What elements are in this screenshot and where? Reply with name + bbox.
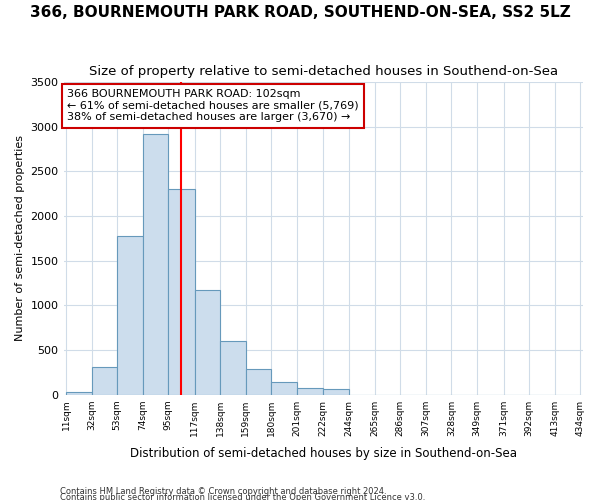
- Bar: [323, 390, 349, 394]
- Bar: [246, 368, 271, 394]
- Text: 366 BOURNEMOUTH PARK ROAD: 102sqm
← 61% of semi-detached houses are smaller (5,7: 366 BOURNEMOUTH PARK ROAD: 102sqm ← 61% …: [67, 89, 359, 122]
- Bar: [297, 388, 323, 394]
- Title: Size of property relative to semi-detached houses in Southend-on-Sea: Size of property relative to semi-detach…: [89, 65, 557, 78]
- Bar: [66, 392, 92, 394]
- Text: Contains public sector information licensed under the Open Government Licence v3: Contains public sector information licen…: [60, 492, 425, 500]
- Bar: [168, 189, 195, 394]
- Bar: [220, 341, 246, 394]
- Text: Contains HM Land Registry data © Crown copyright and database right 2024.: Contains HM Land Registry data © Crown c…: [60, 486, 386, 496]
- Text: 366, BOURNEMOUTH PARK ROAD, SOUTHEND-ON-SEA, SS2 5LZ: 366, BOURNEMOUTH PARK ROAD, SOUTHEND-ON-…: [29, 5, 571, 20]
- Bar: [271, 382, 297, 394]
- Bar: [195, 290, 220, 395]
- X-axis label: Distribution of semi-detached houses by size in Southend-on-Sea: Distribution of semi-detached houses by …: [130, 447, 517, 460]
- Bar: [143, 134, 168, 394]
- Bar: [92, 367, 117, 394]
- Bar: [117, 236, 143, 394]
- Y-axis label: Number of semi-detached properties: Number of semi-detached properties: [15, 136, 25, 342]
